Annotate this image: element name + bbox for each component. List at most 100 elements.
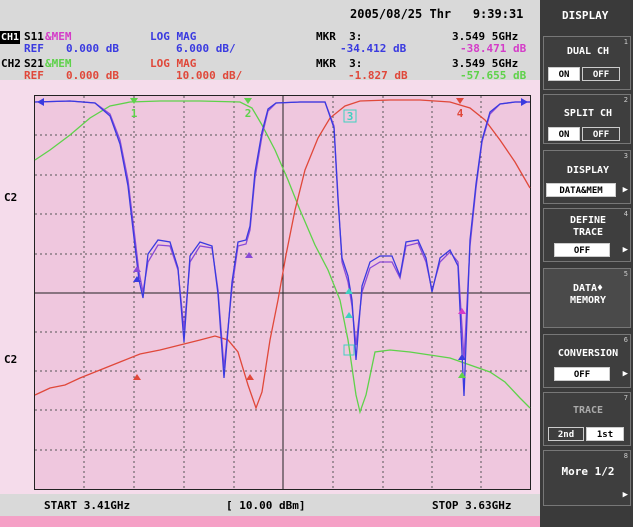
softkey-label: DISPLAY <box>566 165 610 176</box>
arrow-right-icon: ▶ <box>622 490 628 500</box>
s11-marker-3 <box>345 288 353 294</box>
softkey-label-line1: DEFINE <box>569 215 607 226</box>
ch1-suffix: &MEM <box>45 30 72 43</box>
frequency-bar: START 3.41GHz [ 10.00 dBm] STOP 3.63GHz <box>0 494 540 516</box>
trace-2nd[interactable]: 2nd <box>548 427 584 441</box>
s11-marker-2 <box>245 252 253 258</box>
right-edge-marker <box>521 98 528 106</box>
arrow-right-icon: ▶ <box>622 185 628 195</box>
softkey-dual-ch[interactable]: 1 DUAL CH ON OFF <box>543 36 631 90</box>
softkey-number: 7 <box>623 394 628 402</box>
source-power: [ 10.00 dBm] <box>226 499 306 512</box>
split-ch-off[interactable]: OFF <box>582 127 620 141</box>
s11-mem-marker-1 <box>133 276 141 282</box>
ch2-format: LOG MAG <box>150 57 197 70</box>
softkey-display[interactable]: 3 DISPLAY DATA&MEM ▶ <box>543 150 631 204</box>
softkey-more[interactable]: 8 More 1/2 ▶ <box>543 450 631 506</box>
marker-4-triangle <box>456 98 464 104</box>
marker-1-triangle <box>130 98 138 104</box>
s11-marker-1 <box>133 266 141 272</box>
softkey-label-line2: MEMORY <box>569 295 607 306</box>
arrow-right-icon: ▶ <box>622 245 628 255</box>
marker-label-1: 1 <box>131 107 138 120</box>
softkey-label: DUAL CH <box>566 46 610 57</box>
marker-label-3: 3 <box>347 110 354 123</box>
softkey-label-line2: TRACE <box>572 227 604 238</box>
c2-lower-label: C2 <box>4 353 18 366</box>
softkey-label: SPLIT CH <box>563 108 613 119</box>
marker-label-4: 4 <box>457 107 464 120</box>
softkey-number: 8 <box>623 452 628 460</box>
start-freq: START 3.41GHz <box>44 499 131 512</box>
ch2-param: S21 <box>24 57 44 70</box>
softkey-number: 5 <box>623 270 628 278</box>
s11-mem-marker-4 <box>458 354 466 360</box>
dual-ch-off[interactable]: OFF <box>582 67 620 81</box>
softkey-number: 1 <box>623 38 628 46</box>
marker-label-2: 2 <box>245 107 252 120</box>
softkey-label-line1: DATA♦ <box>572 283 604 294</box>
split-ch-on[interactable]: ON <box>548 127 580 141</box>
softkey-number: 3 <box>623 152 628 160</box>
arrow-right-icon: ▶ <box>622 369 628 379</box>
ch1-param: S11 <box>24 30 44 43</box>
bottom-strip <box>0 516 540 527</box>
ch2-mkr-freq: 3.549 5GHz <box>452 57 519 70</box>
conversion-value: OFF <box>554 367 610 381</box>
ch1-ref: REF <box>24 42 44 55</box>
softkey-data-memory[interactable]: 5 DATA♦ MEMORY <box>543 268 631 328</box>
ch2-scale: 10.000 dB/ <box>176 69 243 82</box>
marker-3-box <box>343 109 357 123</box>
s21-trace-green <box>34 100 531 415</box>
s11-mem-trace-blue <box>34 100 530 397</box>
softkey-label: More 1/2 <box>561 465 615 478</box>
trace-toggle[interactable]: 2nd 1st <box>548 427 628 441</box>
ch1-ref-value: 0.000 dB <box>66 42 119 55</box>
softkey-trace[interactable]: 7 TRACE 2nd 1st <box>543 392 631 446</box>
s11-marker-4 <box>458 308 466 314</box>
s21-trace-red <box>34 99 531 410</box>
ch2-ref: REF <box>24 69 44 82</box>
ch1-badge: CH1 <box>0 31 20 44</box>
softkey-define-trace[interactable]: 4 DEFINE TRACE OFF ▶ <box>543 208 631 262</box>
split-ch-toggle[interactable]: ON OFF <box>548 127 628 141</box>
stop-freq: STOP 3.63GHz <box>432 499 512 512</box>
softkey-number: 4 <box>623 210 628 218</box>
trace-1st[interactable]: 1st <box>586 427 624 441</box>
s21-marker-3 <box>343 344 355 356</box>
s21-marker-4 <box>458 372 466 378</box>
display-value: DATA&MEM <box>546 183 616 197</box>
marker-2-triangle <box>244 98 252 104</box>
channel-header: CH1 S11 &MEM LOG MAG REF 0.000 dB 6.000 … <box>0 28 540 82</box>
s21-marker-2 <box>246 374 254 380</box>
ch1-mkr-val1: -34.412 dB <box>340 42 407 55</box>
left-edge-marker <box>37 98 44 106</box>
s11-mem-marker-3 <box>345 312 353 318</box>
ch2-label: CH2 <box>1 57 21 70</box>
c2-upper-label: C2 <box>4 191 18 204</box>
ch1-format: LOG MAG <box>150 30 197 43</box>
ch1-scale: 6.000 dB/ <box>176 42 236 55</box>
dual-ch-on[interactable]: ON <box>548 67 580 81</box>
ch2-ref-value: 0.000 dB <box>66 69 119 82</box>
softkey-number: 6 <box>623 336 628 344</box>
ch2-mkr-val2: -57.655 dB <box>460 69 527 82</box>
trace-markers <box>133 252 466 380</box>
dual-ch-toggle[interactable]: ON OFF <box>548 67 628 81</box>
ch1-mkr-val2: -38.471 dB <box>460 42 527 55</box>
softkey-label: TRACE <box>572 405 604 416</box>
define-trace-value: OFF <box>554 243 610 257</box>
top-markers: 1 2 3 4 <box>37 98 528 123</box>
s21-marker-1 <box>133 374 141 380</box>
datetime: 2005/08/25 Thr 9:39:31 <box>350 7 524 21</box>
softkey-split-ch[interactable]: 2 SPLIT CH ON OFF <box>543 94 631 144</box>
ch2-mkr: MKR 3: <box>316 57 363 70</box>
ch1-mkr-freq: 3.549 5GHz <box>452 30 519 43</box>
ch1-mkr: MKR 3: <box>316 30 363 43</box>
panel-title: DISPLAY <box>562 9 609 22</box>
softkey-number: 2 <box>623 96 628 104</box>
ch2-suffix: &MEM <box>45 57 72 70</box>
softkey-conversion[interactable]: 6 CONVERSION OFF ▶ <box>543 334 631 388</box>
